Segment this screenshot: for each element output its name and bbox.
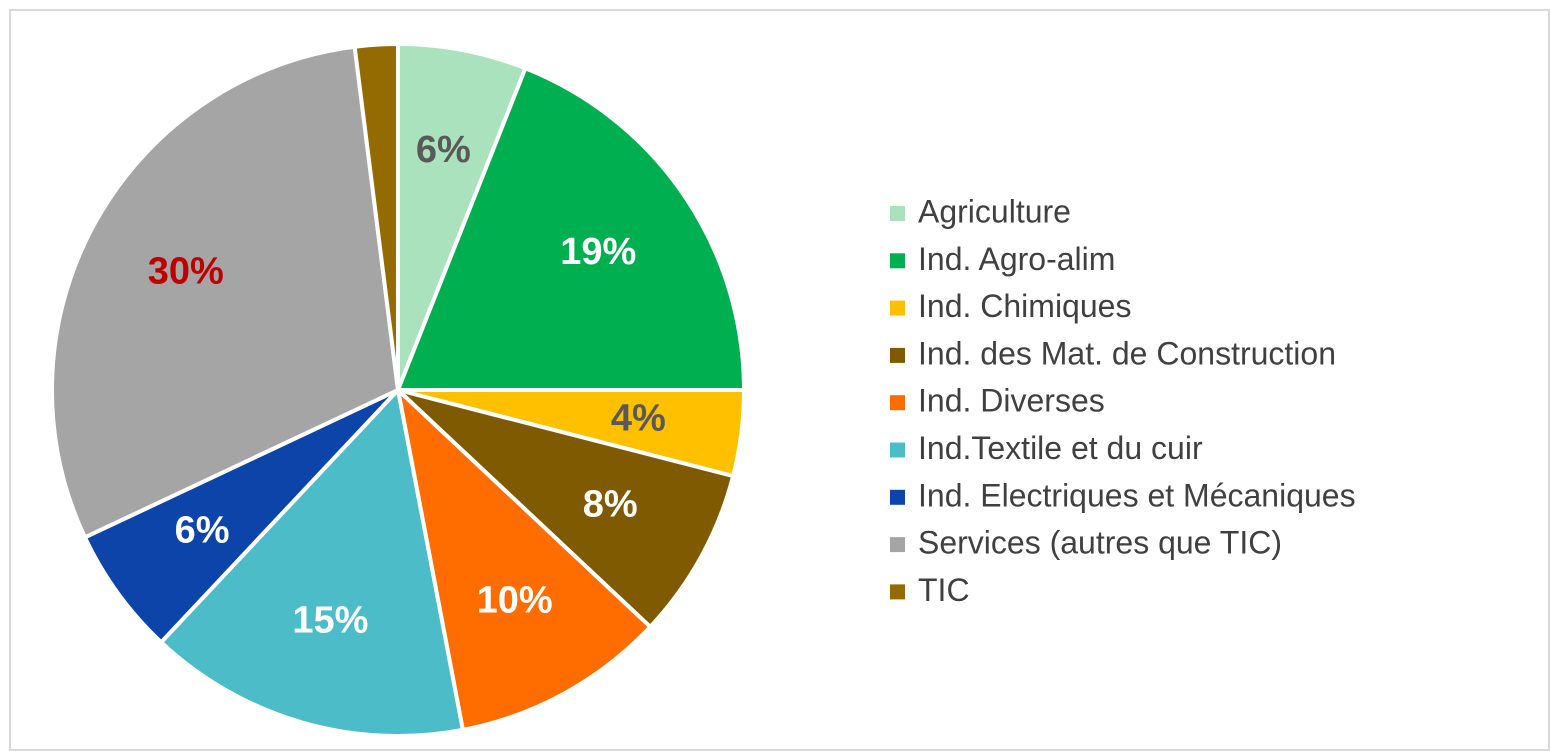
legend-label: Ind. Agro-alim <box>918 241 1115 277</box>
pie-slice <box>352 41 400 391</box>
pie-slice <box>395 65 747 392</box>
data-label: 19% <box>560 231 636 273</box>
legend-label: Agriculture <box>918 193 1071 229</box>
pie-slice <box>50 44 401 540</box>
data-label: 10% <box>477 579 553 621</box>
legend-swatch <box>890 537 905 553</box>
legend-swatch <box>890 584 905 600</box>
legend-label: Ind. des Mat. de Construction <box>918 335 1336 371</box>
legend-label: TIC <box>918 572 970 608</box>
legend-label: Ind.Textile et du cuir <box>918 430 1203 466</box>
pie-slice <box>82 388 400 646</box>
data-label: 8% <box>583 484 638 526</box>
pie-slice <box>394 384 654 733</box>
legend-label: Services (autres que TIC) <box>918 525 1282 561</box>
legend-swatch <box>890 489 905 505</box>
legend-swatch <box>890 253 905 269</box>
legend-swatch <box>890 347 905 363</box>
data-label: 6% <box>416 129 471 171</box>
legend-swatch <box>890 206 905 221</box>
legend-swatch <box>890 395 905 411</box>
legend-swatch <box>890 300 905 316</box>
legend-label: Ind. Diverses <box>918 383 1105 419</box>
data-label: 6% <box>175 509 230 551</box>
data-label: 15% <box>292 600 368 642</box>
pie-slice <box>396 41 528 391</box>
pie-slice <box>396 388 736 630</box>
legend-label: Ind. Chimiques <box>918 288 1131 324</box>
pie-slice <box>158 385 466 738</box>
data-label: 30% <box>148 250 224 292</box>
legend-swatch <box>890 442 905 458</box>
data-label: 4% <box>611 397 666 439</box>
legend-label: Ind. Electriques et Mécaniques <box>918 477 1356 513</box>
